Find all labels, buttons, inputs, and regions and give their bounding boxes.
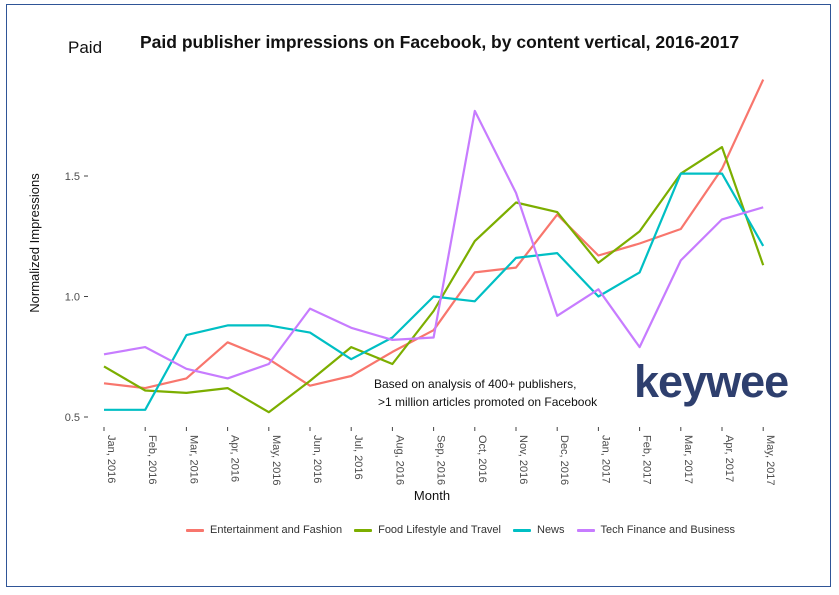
legend-swatch [576, 528, 595, 532]
legend-item: Tech Finance and Business [576, 524, 736, 536]
axes: 0.5 1.0 1.5 Jan, 2016 Feb, 2016 Mar, 2016 Apr,… [65, 171, 776, 486]
legend-label: News [537, 524, 565, 536]
x-axis-title: Month [414, 488, 450, 503]
x-tick-label: Nov, 2016 [517, 435, 529, 484]
series-line-food-lifestyle-and-travel [103, 146, 765, 414]
legend-label: Tech Finance and Business [600, 524, 736, 536]
x-tick-label: Jul, 2016 [352, 435, 364, 480]
y-tick-label: 1.0 [65, 292, 80, 304]
legend-swatch [354, 528, 373, 532]
x-tick-label: Mar, 2017 [682, 435, 694, 484]
y-axis-title: Normalized Impressions [27, 173, 42, 313]
series-line-tech-finance-and-business [103, 109, 764, 380]
x-tick-label: Apr, 2017 [723, 435, 735, 482]
x-tick-label: Oct, 2016 [476, 435, 488, 483]
x-tick-label: Feb, 2017 [641, 435, 653, 485]
legend-item: News [513, 524, 565, 536]
y-tick-label: 0.5 [65, 412, 80, 424]
series-line-news [104, 172, 765, 411]
annotation-line-1: Based on analysis of 400+ publishers, [374, 377, 577, 391]
keywee-logo: keywee [634, 356, 789, 407]
chart-title: Paid publisher impressions on Facebook, … [140, 32, 740, 52]
x-tick-label: Sep, 2016 [435, 435, 447, 485]
x-tick-label: Aug, 2016 [393, 435, 405, 485]
series-lines [103, 79, 765, 414]
annotation-line-2: >1 million articles promoted on Facebook [378, 395, 598, 409]
legend-label: Food Lifestyle and Travel [378, 524, 501, 536]
legend-label: Entertainment and Fashion [210, 524, 343, 536]
legend-swatch [186, 528, 204, 532]
series-line-entertainment-and-fashion [103, 79, 765, 390]
legend-swatch [513, 528, 531, 532]
legend-item: Food Lifestyle and Travel [354, 524, 501, 536]
y-tick-label: 1.5 [65, 171, 80, 183]
x-tick-label: May, 2017 [764, 435, 776, 486]
x-tick-label: Jan, 2017 [599, 435, 611, 483]
corner-label: Paid [68, 38, 103, 57]
x-tick-label: Jun, 2016 [311, 435, 323, 483]
x-tick-label: Jan, 2016 [105, 435, 117, 483]
x-tick-label: Feb, 2016 [146, 435, 158, 485]
annotation: Based on analysis of 400+ publishers, >1… [374, 375, 597, 411]
x-tick-label: Apr, 2016 [229, 435, 241, 482]
x-tick-label: May, 2016 [270, 435, 282, 486]
legend: Entertainment and Fashion Food Lifestyle … [186, 524, 735, 536]
x-tick-label: Mar, 2016 [187, 435, 199, 484]
x-tick-label: Dec, 2016 [558, 435, 570, 485]
chart-frame [6, 4, 831, 587]
legend-item: Entertainment and Fashion [186, 524, 342, 536]
